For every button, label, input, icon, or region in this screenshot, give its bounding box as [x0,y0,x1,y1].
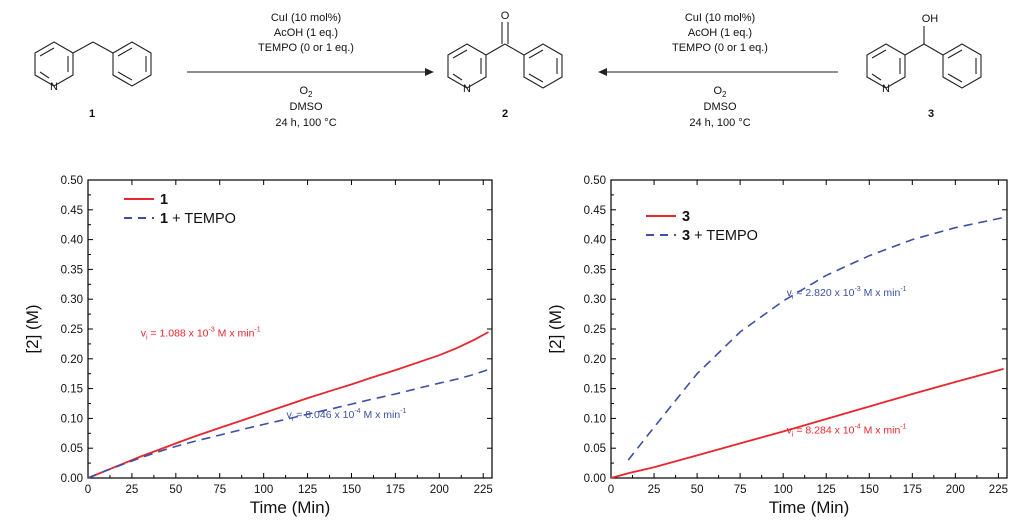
x-tick-label: 125 [298,484,317,496]
right-below-solvent: DMSO [704,101,737,113]
x-tick-label: 225 [474,484,493,496]
y-tick-label: 0.05 [61,443,83,455]
arrowhead-left [598,68,607,76]
y-tick-label: 0.35 [61,264,83,276]
left-below-o2: O2 [299,85,313,99]
x-tick-label: 0 [85,484,91,496]
compound-1-structure [34,41,152,87]
reaction-scheme [34,22,982,89]
rate-annotation-0: vi = 1.088 x 10-3 M x min-1 [141,327,261,342]
y-tick-label: 0.30 [61,294,83,306]
y-tick-label: 0.15 [584,384,606,396]
atom-oh-3: OH [922,13,939,25]
y-tick-label: 0.40 [61,235,83,247]
x-tick-label: 75 [213,484,226,496]
x-tick-label: 50 [691,484,704,496]
y-tick-label: 0.30 [584,294,606,306]
chart-left: 0.00 0.05 0.10 0.15 0.20 0.25 0.30 0.35 0.40 0.45… [23,175,493,517]
x-tick-label: 150 [860,484,879,496]
x-tick-label: 25 [648,484,661,496]
right-condition-1: CuI (10 mol%) [685,12,755,24]
y-tick-label: 0.50 [61,175,83,187]
x-tick-label: 150 [342,484,361,496]
y-tick-label: 0.40 [584,235,606,247]
y-tick-label: 0.10 [584,413,606,425]
y-tick-label: 0.05 [584,443,606,455]
rate-annotation-1: vi = 8.046 x 10-4 M x min-1 [286,408,406,423]
legend-label-0: 1 [160,192,168,208]
y-tick-label: 0.25 [584,324,606,336]
y-tick-label: 0.45 [584,205,606,217]
series-line-1 [87,368,489,479]
y-tick-label: 0.10 [61,413,83,425]
compound-3-structure [866,26,982,89]
y-axis-label: [2] (M) [546,304,565,353]
series-line-0 [610,368,1004,479]
y-tick-label: 0.20 [61,354,83,366]
compound-label-1: 1 [89,108,95,120]
right-condition-3: TEMPO (0 or 1 eq.) [672,42,768,54]
x-tick-label: 225 [989,484,1008,496]
y-tick-label: 0.25 [61,324,83,336]
right-below-o2: O2 [713,85,727,99]
x-tick-label: 175 [903,484,922,496]
atom-n-1: N [50,81,58,93]
compound-label-3: 3 [928,108,934,120]
scheme-text: N N O N OH 1 2 3 CuI (10 mol%) AcOH (1 e… [50,10,938,129]
atom-o-2: O [501,10,510,22]
chart-right: 0.00 0.05 0.10 0.15 0.20 0.25 0.30 0.35 0.40 0.45… [546,175,1008,517]
rate-annotation-0: vi = 2.820 x 10-3 M x min-1 [787,286,907,301]
x-tick-label: 200 [946,484,965,496]
arrowhead-right [425,68,434,76]
legend-label-0: 3 [682,209,690,225]
y-tick-label: 0.20 [584,354,606,366]
series-line-1 [627,216,1004,461]
legend-label-1: 3 + TEMPO [682,228,758,244]
x-tick-label: 50 [169,484,182,496]
x-tick-label: 75 [734,484,747,496]
y-tick-label: 0.15 [61,384,83,396]
x-tick-label: 100 [254,484,273,496]
left-below-time: 24 h, 100 °C [275,117,336,129]
x-tick-label: 25 [126,484,139,496]
right-below-time: 24 h, 100 °C [689,117,750,129]
left-below-solvent: DMSO [290,101,323,113]
x-tick-label: 200 [430,484,449,496]
x-axis-label: Time (Min) [769,498,850,517]
compound-2-structure [447,22,563,89]
left-condition-2: AcOH (1 eq.) [274,27,338,39]
atom-n-2: N [463,83,471,95]
x-tick-label: 175 [386,484,405,496]
compound-label-2: 2 [502,108,508,120]
legend-label-1: 1 + TEMPO [160,211,236,227]
y-tick-label: 0.35 [584,264,606,276]
x-tick-label: 0 [608,484,614,496]
y-tick-label: 0.00 [61,473,83,485]
left-condition-3: TEMPO (0 or 1 eq.) [258,42,354,54]
series-line-0 [87,331,489,479]
right-condition-2: AcOH (1 eq.) [688,27,752,39]
atom-n-3: N [882,83,890,95]
x-tick-label: 100 [774,484,793,496]
left-condition-1: CuI (10 mol%) [271,12,341,24]
y-axis-label: [2] (M) [23,304,42,353]
x-tick-label: 125 [817,484,836,496]
y-tick-label: 0.50 [584,175,606,187]
x-axis-label: Time (Min) [250,498,331,517]
y-tick-label: 0.00 [584,473,606,485]
rate-annotation-1: vi = 8.284 x 10-4 M x min-1 [787,423,907,438]
y-tick-label: 0.45 [61,205,83,217]
